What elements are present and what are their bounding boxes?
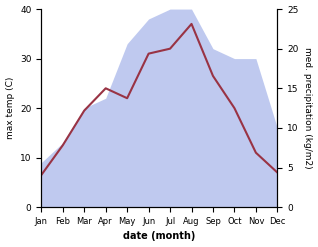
Y-axis label: med. precipitation (kg/m2): med. precipitation (kg/m2) bbox=[303, 47, 313, 169]
Y-axis label: max temp (C): max temp (C) bbox=[5, 77, 15, 139]
X-axis label: date (month): date (month) bbox=[123, 231, 196, 242]
